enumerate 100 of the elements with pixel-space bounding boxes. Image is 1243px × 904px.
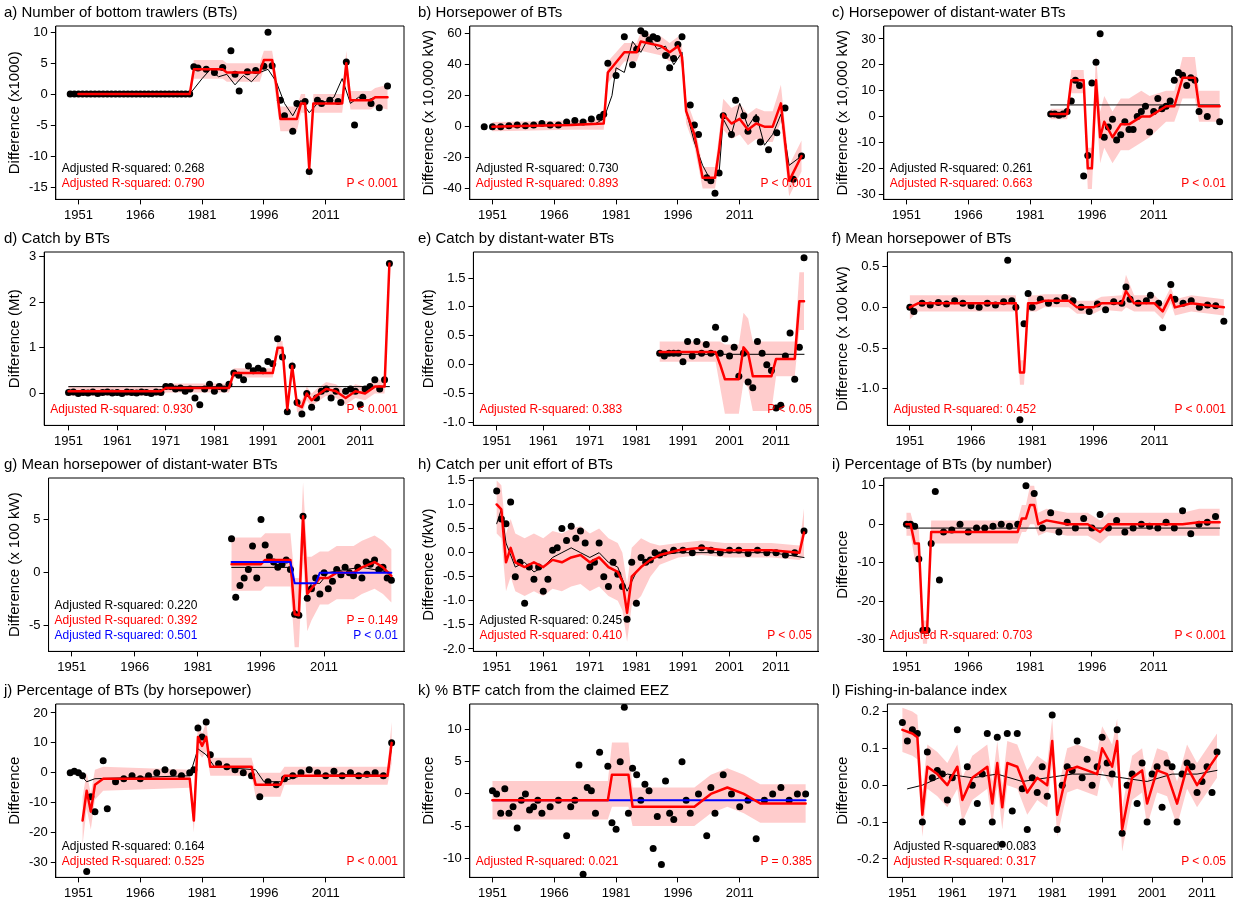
x-tick-label: 1971 [987, 884, 1017, 900]
y-tick-label: -0.5 [442, 385, 466, 401]
chart-title: d) Catch by BTs [4, 229, 110, 247]
y-axis-title: Difference (Mt) [5, 289, 23, 389]
annotation: P < 0.05 [767, 627, 813, 642]
x-tick-label: 1996 [1078, 432, 1108, 448]
x-tick-label: 2011 [1139, 206, 1168, 222]
y-tick-label: -30 [856, 185, 876, 201]
x-tick-label: 1966 [953, 658, 983, 674]
y-tick-label: -30 [856, 631, 876, 647]
y-tick-label: 0.0 [861, 298, 880, 314]
y-tick-label: -20 [28, 824, 48, 840]
y-tick-label: 10 [447, 721, 462, 737]
x-tick-label: 2001 [1137, 884, 1167, 900]
y-tick-label: 40 [447, 56, 462, 72]
annotation: P < 0.001 [760, 175, 813, 190]
y-tick-label: 0 [33, 564, 41, 580]
y-axis-title: Difference (x 10,000 kW) [833, 29, 851, 196]
y-tick-label: 10 [33, 734, 48, 750]
text: Adjusted R-squared: 0.220 [54, 597, 198, 612]
text: Adjusted R-squared: 0.268 [61, 160, 205, 175]
text: Adjusted R-squared: 0.392 [54, 612, 198, 627]
text: Adjusted R-squared: 0.021 [475, 853, 619, 868]
y-tick-label: 2 [29, 293, 37, 309]
x-tick-label: 1991 [668, 658, 698, 674]
x-tick-label: 1961 [102, 432, 132, 448]
y-tick-label: -1.5 [442, 616, 466, 632]
x-tick-label: 1981 [187, 884, 217, 900]
y-tick-label: -1.0 [442, 592, 466, 608]
x-tick-label: 2001 [715, 658, 744, 674]
y-tick-label: 0 [40, 764, 48, 780]
y-tick-label: 0 [29, 385, 37, 401]
chart-title: i) Percentage of BTs (by number) [832, 455, 1053, 473]
x-tick-label: 2011 [762, 432, 791, 448]
x-tick-label: 1971 [151, 432, 181, 448]
x-tick-label: 1981 [601, 884, 631, 900]
y-tick-label: 5 [40, 54, 48, 70]
annotation: P < 0.001 [1174, 627, 1227, 642]
y-axis-title: Difference (Mt) [419, 289, 437, 389]
y-tick-label: 0 [40, 85, 48, 101]
x-tick-label: 1981 [621, 658, 651, 674]
y-tick-label: 0.5 [447, 327, 466, 343]
x-tick-label: 1996 [246, 658, 276, 674]
y-axis-title: Difference (t/kW) [419, 508, 437, 621]
y-tick-label: 0 [868, 515, 876, 531]
y-tick-label: -30 [28, 854, 48, 870]
text: Adjusted R-squared: 0.703 [889, 627, 1033, 642]
chart-title: j) Percentage of BTs (by horsepower) [3, 681, 252, 699]
text: Adjusted R-squared: 0.893 [475, 175, 619, 190]
x-tick-label: 2011 [310, 658, 339, 674]
y-tick-label: -5 [450, 817, 462, 833]
x-tick-label: 1996 [1077, 658, 1107, 674]
x-tick-label: 1966 [125, 884, 155, 900]
x-tick-label: 1991 [668, 432, 698, 448]
y-tick-label: -0.5 [856, 339, 880, 355]
y-tick-label: -10 [442, 849, 462, 865]
y-axis-title: Difference (x 10,000 kW) [419, 29, 437, 196]
text: Adjusted R-squared: 0.525 [61, 853, 205, 868]
x-tick-label: 2001 [297, 432, 327, 448]
y-tick-label: -10 [28, 794, 48, 810]
x-tick-label: 1951 [887, 884, 917, 900]
x-tick-label: 1981 [1037, 884, 1067, 900]
x-tick-label: 1951 [891, 658, 921, 674]
y-tick-label: -0.2 [856, 850, 880, 866]
chart-title: c) Horsepower of distant-water BTs [832, 3, 1066, 21]
text: Adjusted R-squared: 0.452 [893, 401, 1037, 416]
chart-title: g) Mean horsepower of distant-water BTs [4, 455, 278, 473]
y-tick-label: 10 [33, 23, 48, 39]
x-tick-label: 1966 [956, 432, 986, 448]
annotation: P < 0.01 [353, 627, 399, 642]
y-tick-label: 30 [861, 30, 876, 46]
text: Adjusted R-squared: 0.317 [893, 853, 1037, 868]
chart-title: f) Mean horsepower of BTs [832, 229, 1012, 247]
x-tick-label: 2011 [762, 658, 791, 674]
y-axis-title: Difference [833, 756, 851, 825]
annotation: P < 0.05 [1181, 853, 1227, 868]
x-tick-label: 1951 [891, 206, 921, 222]
chart-title: a) Number of bottom trawlers (BTs) [4, 3, 238, 21]
x-tick-label: 1996 [1077, 206, 1107, 222]
x-tick-label: 1991 [1087, 884, 1117, 900]
x-tick-label: 1996 [249, 884, 279, 900]
x-tick-label: 1951 [477, 206, 507, 222]
x-tick-label: 1996 [663, 206, 693, 222]
x-tick-label: 1951 [63, 206, 93, 222]
y-tick-label: -5 [36, 116, 48, 132]
x-tick-label: 1966 [120, 658, 150, 674]
y-axis-title: Difference [419, 756, 437, 825]
y-axis-title: Difference [5, 756, 23, 825]
y-axis-title: Difference (x 100 kW) [833, 266, 851, 412]
x-tick-label: 2011 [725, 206, 754, 222]
annotation: P = 0.149 [346, 612, 399, 627]
y-tick-label: 1.5 [447, 471, 466, 487]
x-tick-label: 1981 [199, 432, 229, 448]
x-tick-label: 2011 [725, 884, 754, 900]
chart-title: k) % BTF catch from the claimed EEZ [418, 681, 669, 699]
x-tick-label: 1951 [54, 432, 83, 448]
x-tick-label: 1966 [539, 206, 569, 222]
y-tick-label: 0.1 [861, 739, 880, 755]
text: Adjusted R-squared: 0.730 [475, 160, 619, 175]
y-tick-label: -10 [28, 147, 48, 163]
